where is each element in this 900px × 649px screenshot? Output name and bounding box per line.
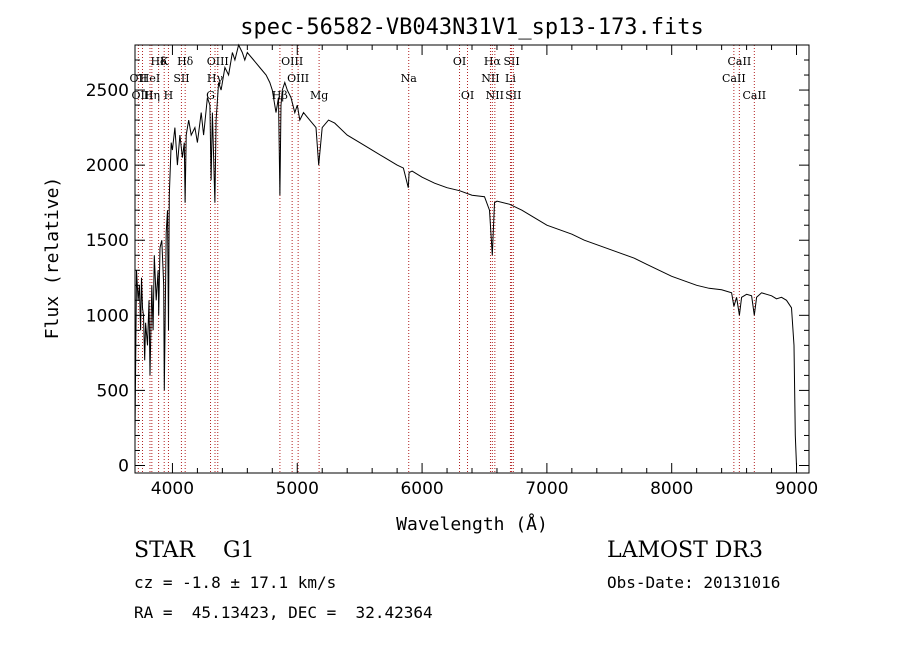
line-marker-label: OIII <box>131 89 153 102</box>
y-tick-label: 500 <box>97 381 129 401</box>
line-marker-label: SII <box>173 72 189 85</box>
x-tick-label: 7000 <box>525 479 568 499</box>
line-marker-label: OIII <box>287 72 309 85</box>
line-marker-label: NII <box>481 72 499 85</box>
y-tick-label: 2000 <box>86 156 129 176</box>
y-tick-label: 1000 <box>86 306 129 326</box>
line-marker-label: NII <box>486 89 504 102</box>
line-marker-label: G <box>206 89 215 102</box>
line-marker-label: OI <box>453 55 466 68</box>
x-tick-label: 9000 <box>775 479 818 499</box>
plot-frame <box>134 44 810 474</box>
line-marker-label: CaII <box>728 55 752 68</box>
obs-date: Obs-Date: 20131016 <box>607 573 781 592</box>
y-tick-label: 1500 <box>86 231 129 251</box>
ra-dec: RA = 45.13423, DEC = 32.42364 <box>134 603 433 622</box>
line-marker-label: SII <box>505 89 521 102</box>
line-marker-label: SII <box>503 55 519 68</box>
redshift-text: cz = -1.8 ± 17.1 km/s <box>134 573 337 592</box>
x-tick-label: 8000 <box>650 479 693 499</box>
y-tick-label: 0 <box>118 456 129 476</box>
object-class: STAR G1 <box>134 538 255 563</box>
line-marker-label: HeI <box>140 72 160 85</box>
line-marker-label: CaII <box>722 72 746 85</box>
flux-series-line <box>134 43 797 466</box>
line-marker-label: Li <box>505 72 516 85</box>
line-marker-label: Hα <box>484 55 502 68</box>
line-marker-label: H <box>164 89 174 102</box>
line-marker-label: CaII <box>742 89 766 102</box>
chart-title: spec-56582-VB043N31V1_sp13-173.fits <box>240 15 704 40</box>
x-axis-label: Wavelength (Å) <box>396 513 548 535</box>
survey-name: LAMOST DR3 <box>607 538 763 563</box>
line-marker-label: Hγ <box>207 72 224 85</box>
y-axis-label: Flux (relative) <box>42 177 63 340</box>
line-marker-label: OIII <box>207 55 229 68</box>
y-tick-label: 2500 <box>86 81 129 101</box>
line-marker-label: OIII <box>281 55 303 68</box>
x-tick-label: 5000 <box>276 479 319 499</box>
line-marker-label: Mg <box>310 89 328 102</box>
x-tick-label: 6000 <box>400 479 443 499</box>
line-marker-label: Hβ <box>272 89 288 102</box>
line-marker-label: OI <box>461 89 474 102</box>
line-marker-label: Hδ <box>150 55 167 68</box>
line-marker-label: Na <box>401 72 418 85</box>
line-marker-label: Hδ <box>177 55 194 68</box>
line-marker-label: K <box>160 55 169 68</box>
line-marker-label: Hη <box>144 89 160 102</box>
x-tick-label: 4000 <box>151 479 194 499</box>
